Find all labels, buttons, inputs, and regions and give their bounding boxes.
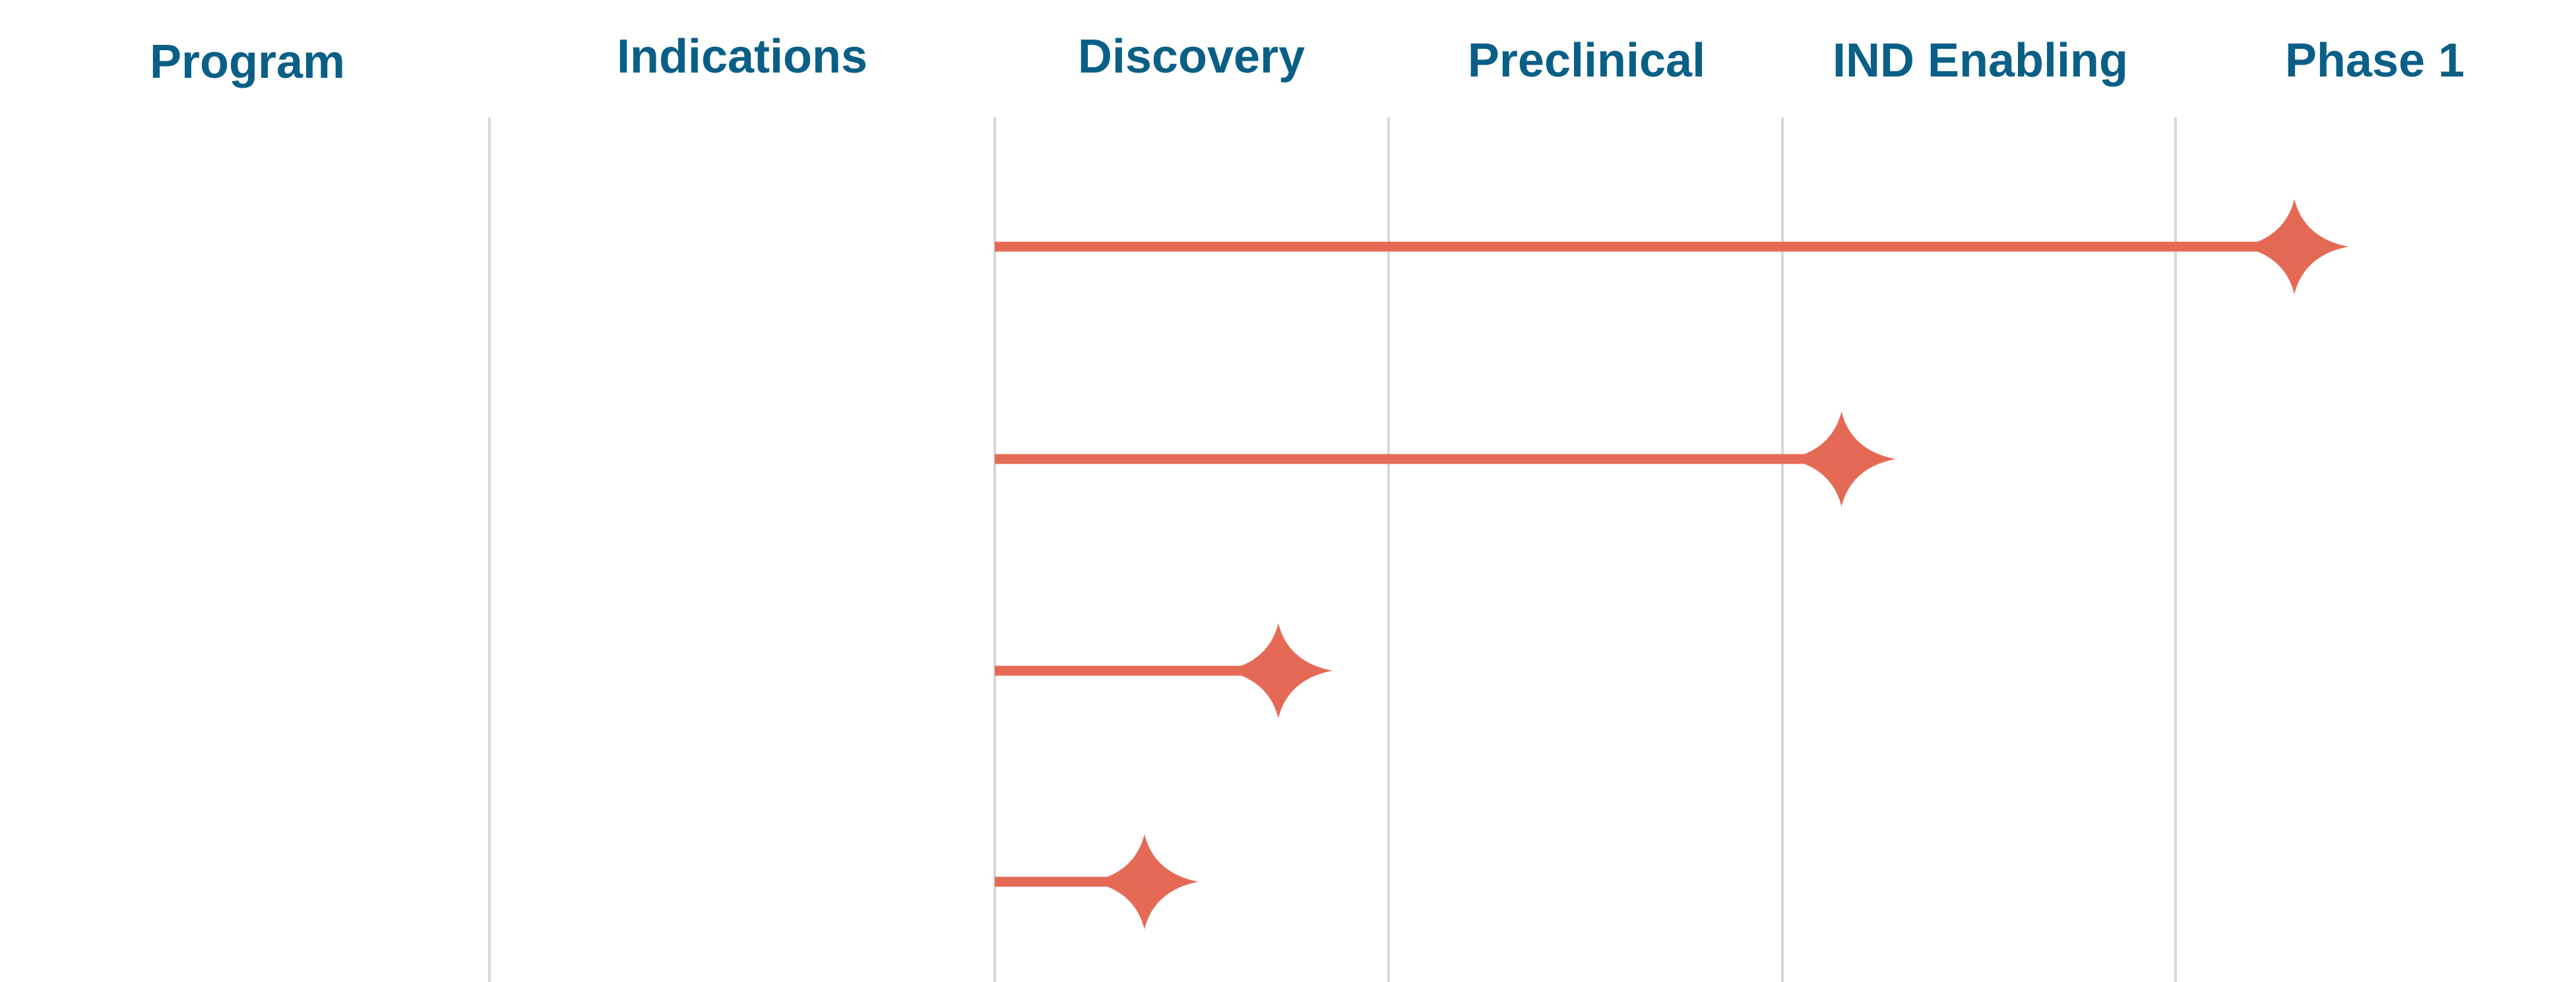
header-program: Program xyxy=(150,36,345,88)
grid-lines xyxy=(488,117,2177,982)
program-row-4 xyxy=(995,834,1199,929)
program-row-1 xyxy=(995,199,2349,294)
header-indications: Indications xyxy=(617,30,867,83)
progress-bar-4 xyxy=(995,876,1118,887)
progress-bar-3 xyxy=(995,665,1252,676)
four-point-star-icon xyxy=(1224,623,1333,718)
four-point-star-icon xyxy=(1787,412,1896,506)
program-bars xyxy=(995,199,2349,929)
column-headers: Program Indications Discovery Preclinica… xyxy=(150,30,2465,88)
program-row-3 xyxy=(995,623,1333,718)
program-row-2 xyxy=(995,412,1896,506)
header-discovery: Discovery xyxy=(1078,30,1305,83)
progress-bar-2 xyxy=(995,454,1815,464)
four-point-star-icon xyxy=(1090,834,1199,929)
four-point-star-icon xyxy=(2240,199,2349,294)
header-preclinical: Preclinical xyxy=(1468,34,1705,87)
progress-bar-1 xyxy=(995,241,2269,252)
header-ind-enabling: IND Enabling xyxy=(1833,34,2128,87)
header-phase-1: Phase 1 xyxy=(2285,34,2465,87)
